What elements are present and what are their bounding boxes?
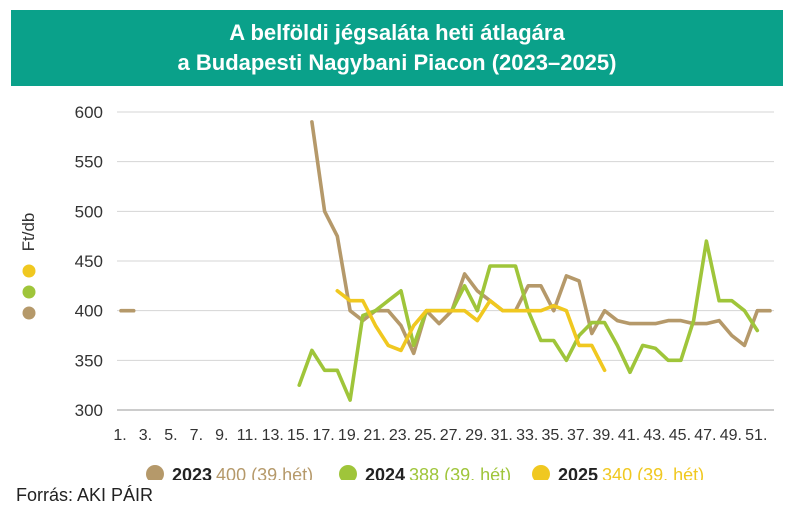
x-tick-label: 37. xyxy=(567,427,589,444)
x-tick-label: 41. xyxy=(618,427,640,444)
y-tick-label: 500 xyxy=(75,202,103,221)
legend-dot-2024 xyxy=(22,285,36,299)
legend-year: 2023 xyxy=(172,465,212,480)
legend-note: 340 (39. hét) xyxy=(602,465,704,480)
chart-title-line-1: A belföldi jégsaláta heti átlagára xyxy=(229,20,565,45)
x-tick-label: 5. xyxy=(164,427,177,444)
legend-year: 2025 xyxy=(558,465,598,480)
legend-note: 388 (39. hét) xyxy=(409,465,511,480)
x-tick-label: 35. xyxy=(542,427,564,444)
legend-note: 400 (39.hét) xyxy=(216,465,313,480)
x-tick-label: 11. xyxy=(237,427,258,444)
legend-year: 2024 xyxy=(365,465,405,480)
legend-marker-2023 xyxy=(146,465,164,480)
legend-marker-2024 xyxy=(339,465,357,480)
y-tick-label: 450 xyxy=(75,252,103,271)
series-line-2023 xyxy=(310,120,772,356)
legend-dot-2023 xyxy=(22,306,36,320)
x-tick-label: 43. xyxy=(643,427,665,444)
legend-entry-2023: 2023 400 (39.hét) xyxy=(172,465,313,480)
x-tick-label: 3. xyxy=(139,427,152,444)
legend-dot-2025 xyxy=(22,264,36,278)
line-chart: 300 350 400 450 500 550 600 1. 3. 5. 7. 9. 11. 13. 15.… xyxy=(19,103,774,480)
chart-title-line-2: a Budapesti Nagybani Piacon (2023–2025) xyxy=(177,50,617,75)
x-tick-label: 21. xyxy=(363,427,385,444)
series-line-2025 xyxy=(335,289,607,373)
x-tick-label: 27. xyxy=(440,427,462,444)
x-tick-label: 25. xyxy=(414,427,436,444)
x-tick-label: 49. xyxy=(720,427,742,444)
legend-marker-2025 xyxy=(532,465,550,480)
x-tick-label: 39. xyxy=(592,427,614,444)
source-note: Forrás: AKI PÁIR xyxy=(16,485,154,505)
legend-entry-2024: 2024 388 (39. hét) xyxy=(365,465,511,480)
x-tick-label: 31. xyxy=(491,427,513,444)
x-tick-label: 23. xyxy=(389,427,411,444)
chart-title: A belföldi jégsaláta heti átlagára a Bud… xyxy=(11,10,783,86)
x-tick-label: 1. xyxy=(113,427,126,444)
x-tick-label: 29. xyxy=(465,427,487,444)
x-tick-label: 51. xyxy=(745,427,767,444)
x-tick-label: 15. xyxy=(287,427,309,444)
y-tick-label: 400 xyxy=(75,302,103,321)
x-tick-label: 47. xyxy=(694,427,716,444)
y-tick-label: 600 xyxy=(75,103,103,122)
x-tick-label: 17. xyxy=(312,427,334,444)
legend-entry-2025: 2025 340 (39. hét) xyxy=(558,465,704,480)
y-tick-label: 300 xyxy=(75,401,103,420)
x-tick-label: 45. xyxy=(669,427,691,444)
x-tick-label: 7. xyxy=(190,427,203,444)
x-tick-label: 33. xyxy=(516,427,538,444)
x-tick-label: 13. xyxy=(262,427,284,444)
y-tick-label: 350 xyxy=(75,351,103,370)
y-axis-label: Ft/db xyxy=(19,213,38,252)
y-tick-label: 550 xyxy=(75,153,103,172)
x-tick-label: 19. xyxy=(338,427,360,444)
x-tick-label: 9. xyxy=(215,427,228,444)
